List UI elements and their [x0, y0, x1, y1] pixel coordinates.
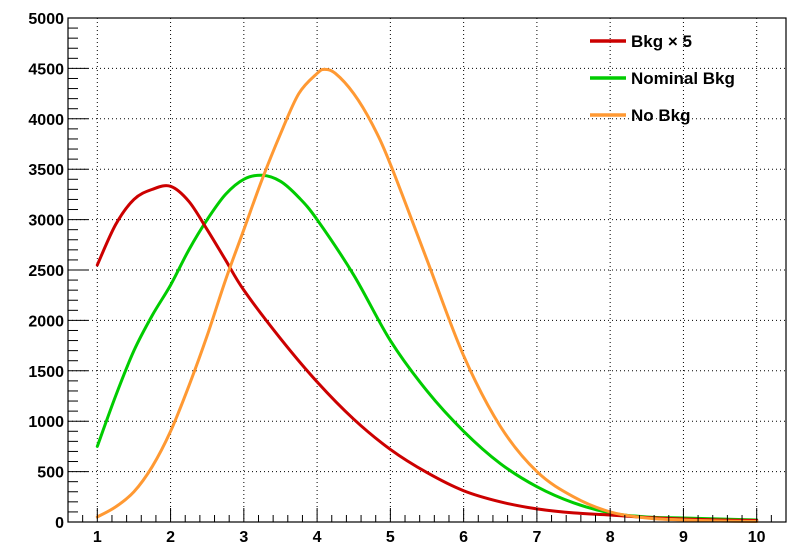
- y-tick-label: 2500: [28, 263, 64, 280]
- plot-frame: [67, 17, 787, 523]
- x-tick-label: 4: [313, 529, 322, 546]
- legend-label-no-bkg: No Bkg: [631, 106, 691, 125]
- tick-layer: [67, 17, 787, 523]
- x-tick-label: 9: [679, 529, 688, 546]
- x-tick-label: 6: [459, 529, 468, 546]
- x-tick-label: 8: [606, 529, 615, 546]
- legend-label-bkg-5: Bkg × 5: [631, 32, 692, 51]
- x-tick-label: 3: [239, 529, 248, 546]
- x-tick-label: 5: [386, 529, 395, 546]
- grid-layer: [68, 17, 786, 523]
- y-tick-label: 1000: [28, 414, 64, 431]
- y-tick-label: 4500: [28, 61, 64, 78]
- y-tick-labels: 0 500 1000 1500 2000 2500 3000 3500 4000 4500 5000: [28, 11, 64, 532]
- x-tick-label: 7: [532, 529, 541, 546]
- legend: Bkg × 5 Nominal Bkg No Bkg: [590, 32, 735, 125]
- y-tick-label: 3500: [28, 162, 64, 179]
- y-tick-label: 5000: [28, 11, 64, 28]
- series-line-no-bkg: [95, 67, 759, 523]
- series-layer: [95, 67, 759, 523]
- y-tick-label: 0: [55, 515, 64, 532]
- y-tick-label: 2000: [28, 313, 64, 330]
- x-tick-label: 1: [93, 529, 102, 546]
- x-tick-label: 10: [748, 529, 766, 546]
- x-tick-label: 2: [166, 529, 175, 546]
- y-tick-label: 1500: [28, 364, 64, 381]
- y-tick-label: 4000: [28, 112, 64, 129]
- y-tick-label: 3000: [28, 213, 64, 230]
- y-tick-label: 500: [37, 465, 64, 482]
- series-line-nominal-bkg: [95, 173, 759, 522]
- legend-label-nominal-bkg: Nominal Bkg: [631, 69, 735, 88]
- x-tick-labels: 1 2 3 4 5 6 7 8 9 10: [93, 529, 766, 546]
